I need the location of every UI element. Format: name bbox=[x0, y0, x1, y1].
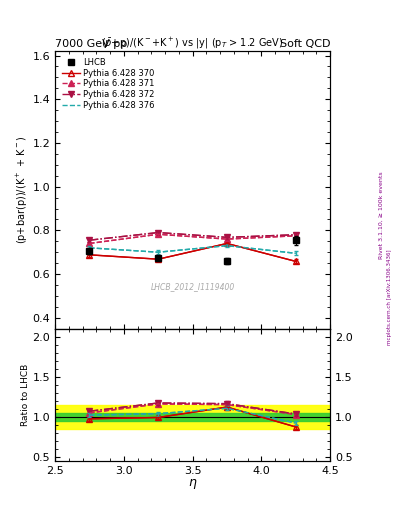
Text: Rivet 3.1.10, ≥ 100k events: Rivet 3.1.10, ≥ 100k events bbox=[379, 171, 384, 259]
Text: 7000 GeV pp: 7000 GeV pp bbox=[55, 38, 127, 49]
Text: LHCB_2012_I1119400: LHCB_2012_I1119400 bbox=[151, 283, 235, 291]
X-axis label: $\eta$: $\eta$ bbox=[188, 477, 197, 491]
Text: Soft QCD: Soft QCD bbox=[280, 38, 330, 49]
Bar bbox=[55, 413, 330, 421]
Title: ($\bar{p}$+p)/(K$^-$+K$^+$) vs |y| (p$_T$ > 1.2 GeV): ($\bar{p}$+p)/(K$^-$+K$^+$) vs |y| (p$_T… bbox=[101, 36, 284, 51]
Legend: LHCB, Pythia 6.428 370, Pythia 6.428 371, Pythia 6.428 372, Pythia 6.428 376: LHCB, Pythia 6.428 370, Pythia 6.428 371… bbox=[59, 55, 157, 112]
Bar bbox=[55, 405, 330, 429]
Y-axis label: (p+bar(p))/(K$^+$ + K$^-$): (p+bar(p))/(K$^+$ + K$^-$) bbox=[15, 136, 29, 244]
Text: mcplots.cern.ch [arXiv:1306.3436]: mcplots.cern.ch [arXiv:1306.3436] bbox=[387, 249, 391, 345]
Y-axis label: Ratio to LHCB: Ratio to LHCB bbox=[20, 364, 29, 426]
